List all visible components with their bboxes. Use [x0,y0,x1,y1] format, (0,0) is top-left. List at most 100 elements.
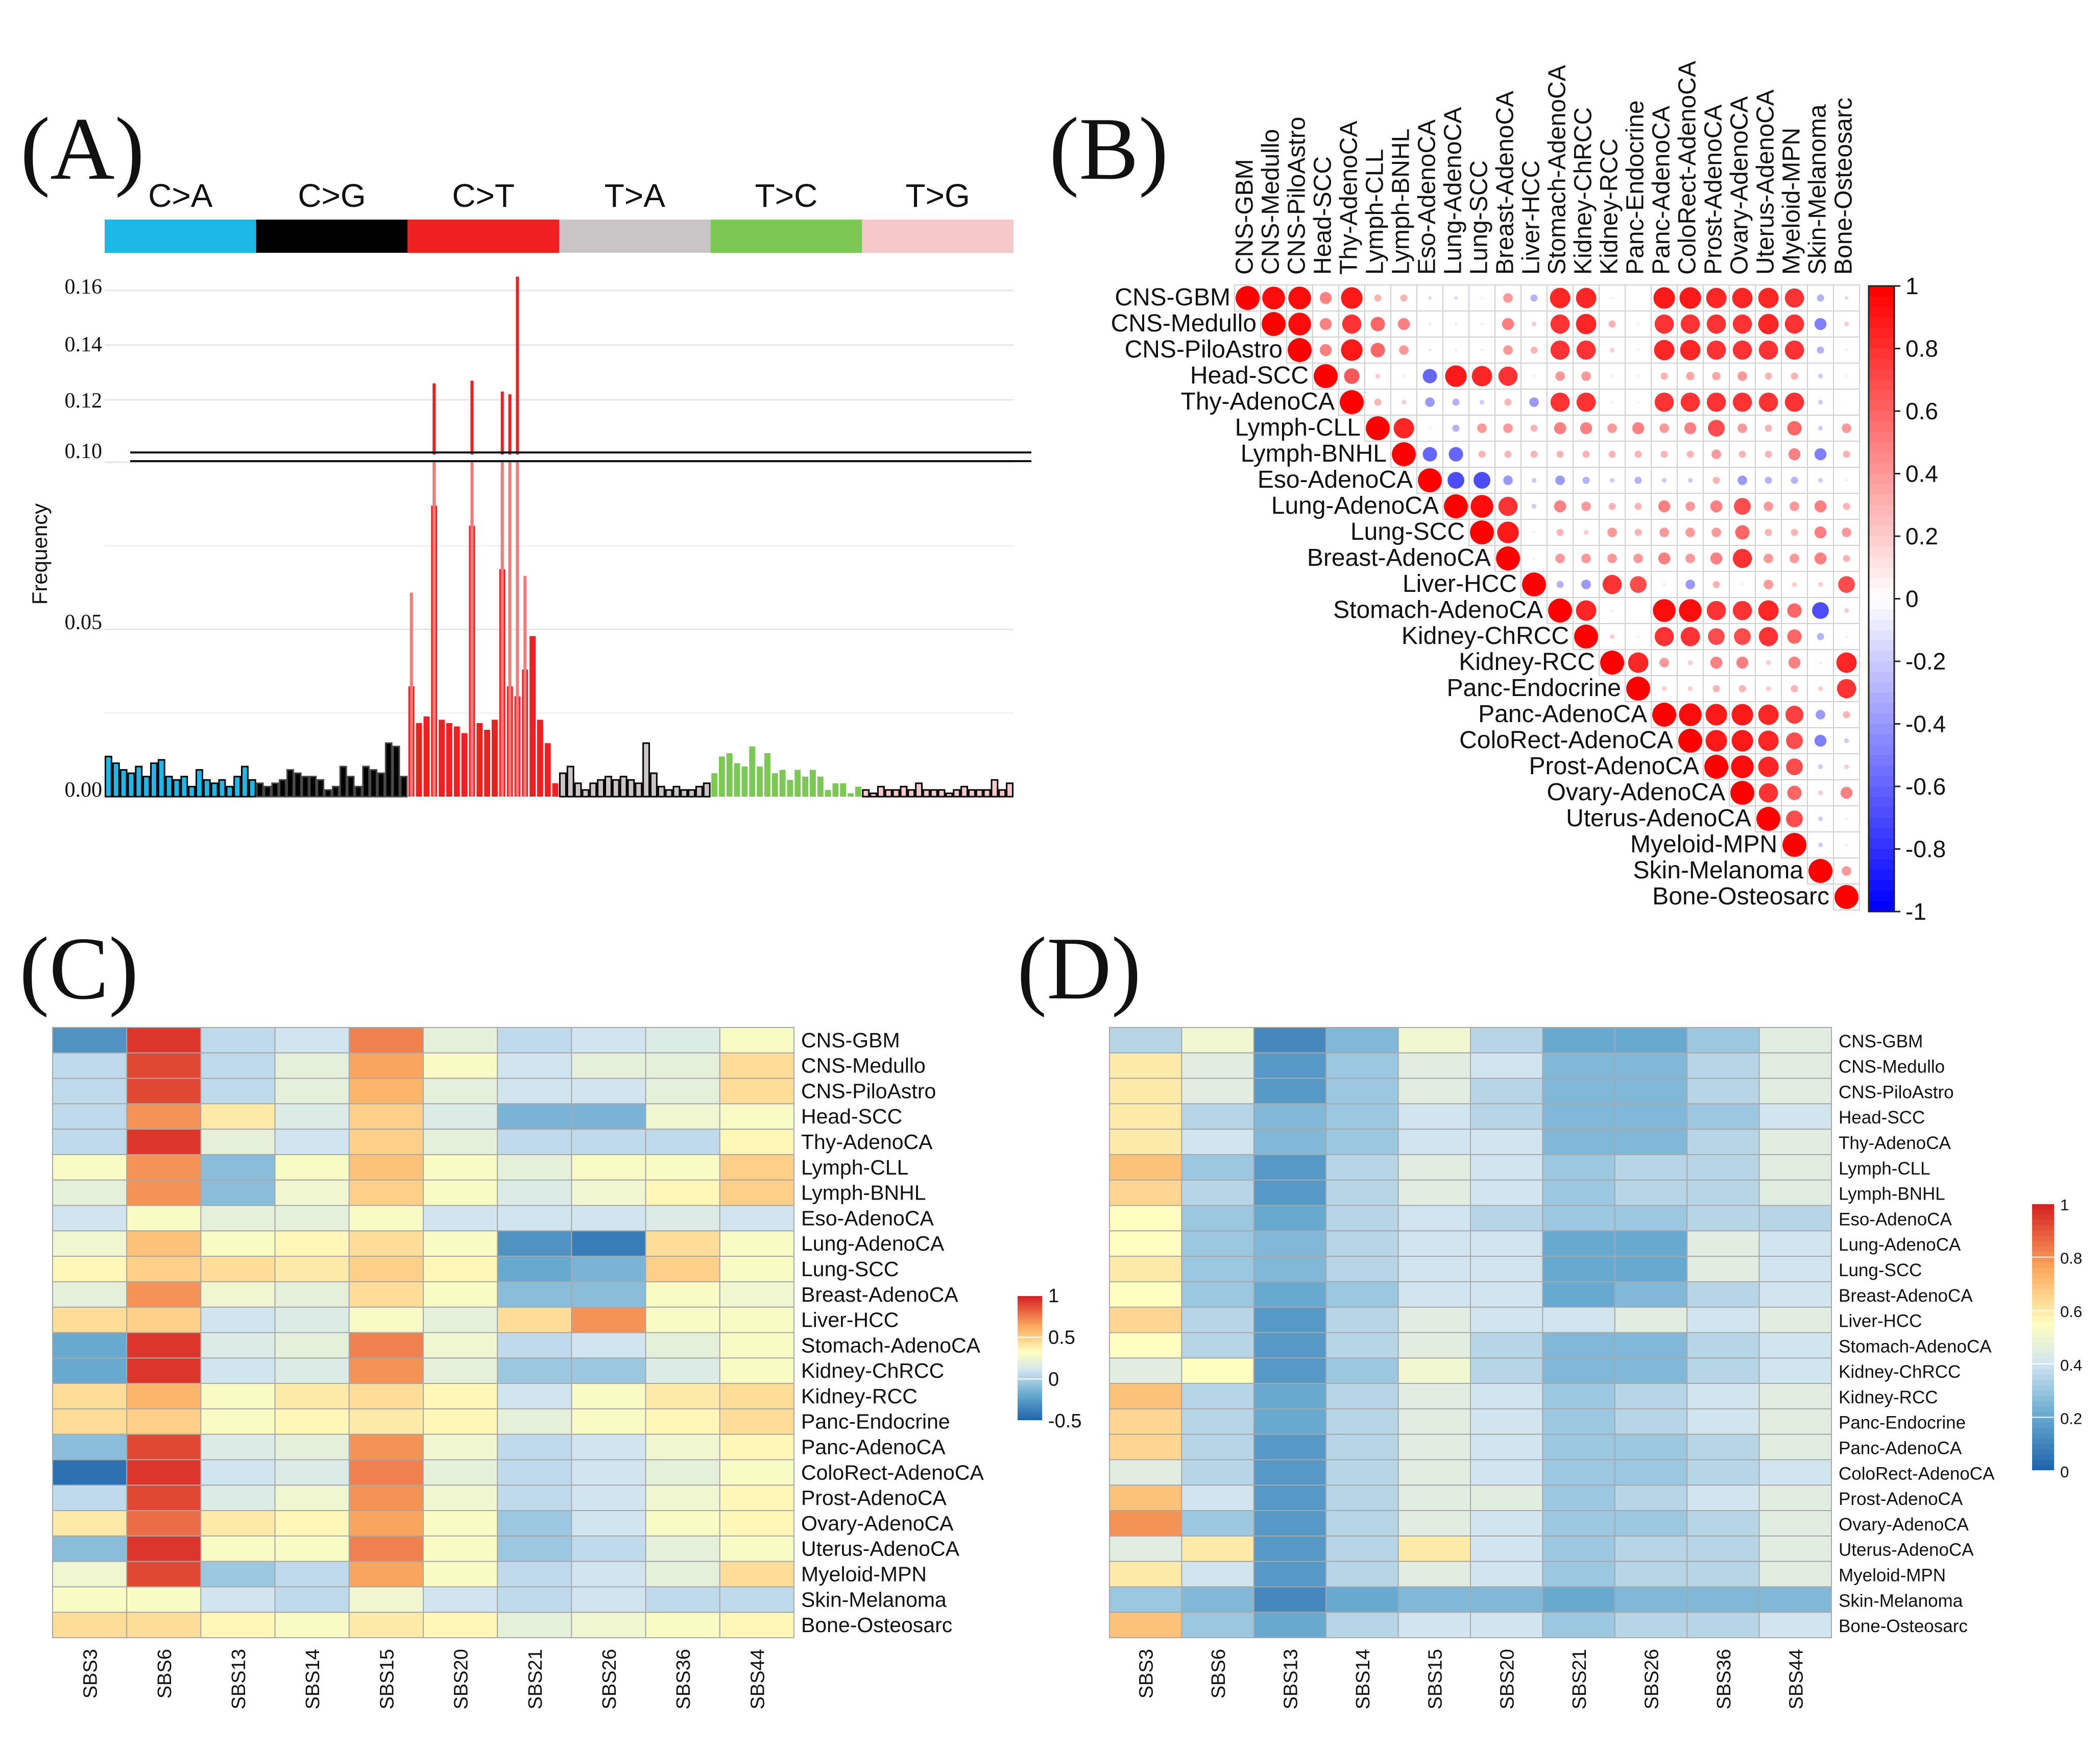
correlation-circle [1319,344,1332,356]
heatmap-cell [1470,1383,1543,1409]
heatmap-cell [1325,1078,1399,1105]
heatmap-cell [645,1586,720,1613]
heatmap-cell [719,1383,795,1409]
heatmap-cell [274,1281,350,1308]
heatmap-cell [1109,1586,1182,1613]
row-label: Uterus-AdenoCA [1566,805,1751,832]
row-label: Lung-AdenoCA [1839,1235,1961,1255]
heatmap-cell [1542,1459,1615,1486]
spectrum-bar [347,776,355,798]
correlation-circle [1790,554,1799,563]
heatmap-cell [423,1332,498,1359]
colorbar-step [1869,546,1894,558]
correlation-circle [1787,603,1802,618]
correlation-circle [1556,529,1564,536]
heatmap-cell [719,1256,795,1282]
heatmap-cell [200,1230,276,1257]
correlation-circle [1498,496,1518,516]
correlation-circle [1611,297,1613,299]
heatmap-cell [1397,1459,1471,1486]
correlation-circle [1341,339,1363,361]
heatmap-cell [1325,1510,1399,1537]
heatmap-cell [423,1510,498,1537]
spectrum-bar [937,789,946,798]
heatmap-cell [1614,1103,1688,1130]
spectrum-bar [711,773,718,797]
spectrum-bar [484,730,491,797]
column-label: SBS20 [451,1649,472,1709]
correlation-circle [1608,450,1616,458]
heatmap-cell [52,1052,128,1079]
correlation-circle [1758,392,1778,412]
heatmap-cell [645,1433,720,1461]
correlation-circle [1843,711,1850,719]
heatmap-cell [1470,1510,1543,1537]
correlation-circle [1637,610,1639,611]
spectrum-bar [135,765,143,798]
heatmap-cell [1325,1230,1399,1257]
correlation-circle [1686,372,1695,380]
spectrum-bar [195,769,203,798]
colorbar-step [1869,400,1894,412]
spectrum-bar [544,743,551,797]
correlation-circle [1784,288,1804,308]
correlation-circle [1576,392,1596,412]
heatmap-cell [645,1154,720,1181]
heatmap-cell [423,1383,498,1409]
correlation-circle [1766,686,1771,691]
heatmap-cell [1109,1357,1182,1384]
heatmap-cell [497,1510,572,1537]
row-label: Panc-AdenoCA [1478,701,1647,728]
heatmap-cell [1542,1129,1615,1155]
colorbar-step [1869,421,1894,433]
heatmap-cell [1253,1433,1327,1461]
heatmap-cell [719,1561,795,1588]
colorbar-step [1018,1371,1042,1374]
row-label: CNS-GBM [801,1028,900,1052]
heatmap-cell [1181,1612,1254,1638]
column-label: Kidney-ChRCC [1570,107,1597,275]
correlation-circle [1786,810,1803,827]
colorbar-tick-label: -0.2 [1905,648,1946,675]
colorbar-step [1869,849,1894,860]
heatmap-cell [1109,1103,1182,1130]
colorbar-step [1018,1315,1042,1319]
row-label: Eso-AdenoCA [801,1206,934,1230]
heatmap-cell [274,1612,350,1638]
row-label: Bone-Osteosarc [801,1613,952,1637]
heatmap-cell [1686,1459,1760,1486]
y-tick-label: 0.00 [65,778,103,802]
heatmap-cell [274,1103,350,1130]
colorbar-step [1869,515,1894,527]
colorbar-step [2032,1204,2054,1210]
spectrum-bar [294,772,302,798]
heatmap-cell [274,1485,350,1512]
heatmap-cell [571,1256,646,1282]
colorbar-step [2032,1417,2054,1423]
heatmap-cell [274,1154,350,1181]
heatmap-cell [1758,1103,1832,1130]
correlation-circle [1470,495,1493,518]
heatmap-cell [571,1510,646,1537]
spectrum-bar [695,785,703,798]
colorbar-step [1869,567,1894,579]
column-label: SBS13 [1281,1649,1302,1709]
correlation-circle [1736,656,1749,669]
correlation-circle [1837,679,1856,699]
heatmap-cell [1253,1408,1327,1435]
mutation-class-band [559,220,711,253]
row-label: Kidney-RCC [1459,649,1595,676]
correlation-circle [1452,424,1460,432]
correlation-circle [1531,504,1537,509]
correlation-circle [1792,582,1797,587]
correlation-circle [1581,501,1591,511]
spectrum-bar [612,779,620,798]
heatmap-cell [1686,1179,1760,1206]
correlation-cell [1807,623,1834,650]
row-label: Eso-AdenoCA [1258,466,1413,493]
row-label: Stomach-AdenoCA [801,1333,981,1357]
heatmap-cell [719,1612,795,1638]
correlation-circle [1712,685,1720,692]
heatmap-cell [1109,1408,1182,1435]
heatmap-cell [497,1256,572,1282]
